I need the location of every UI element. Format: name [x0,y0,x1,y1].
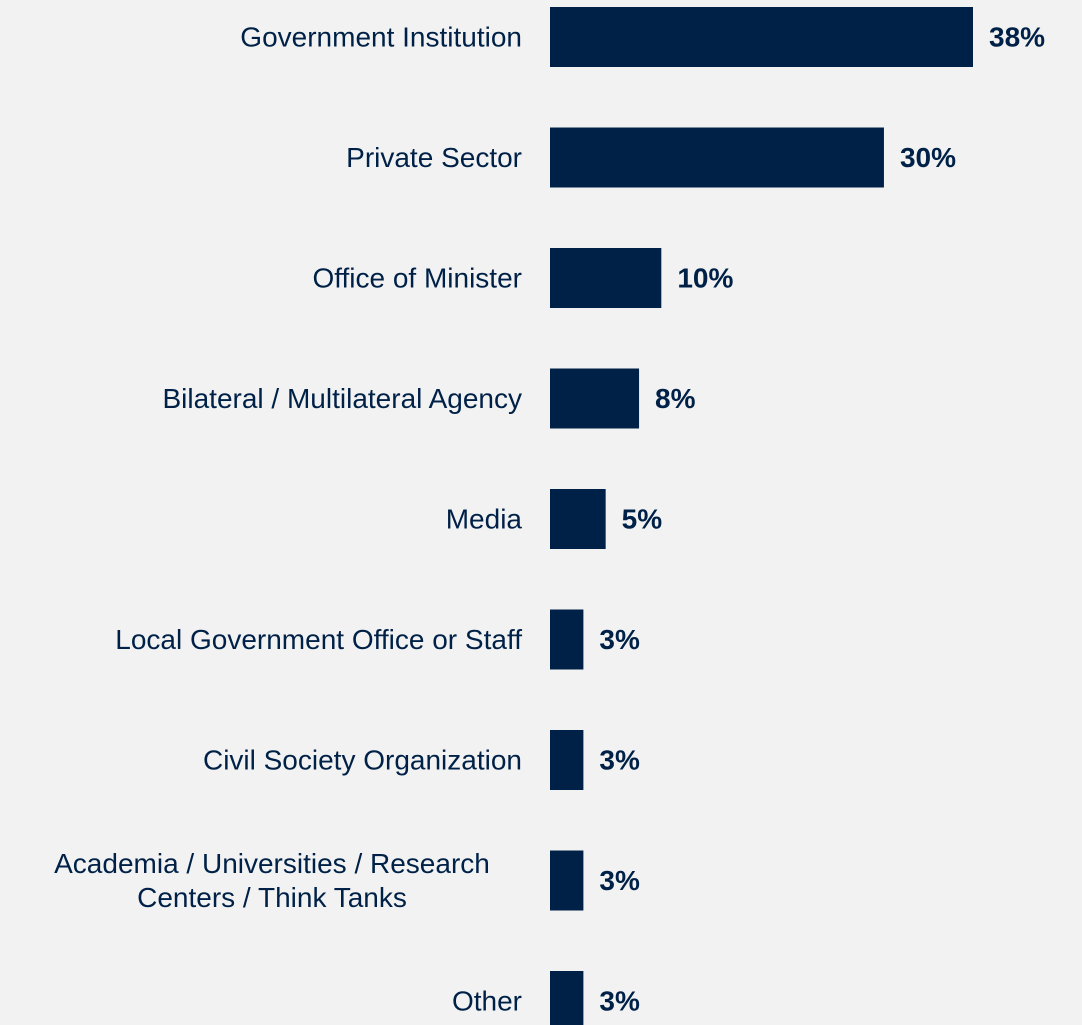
bar-value-label: 3% [599,865,640,896]
bar [550,489,606,549]
bar-value-label: 30% [900,142,956,173]
bar-value-label: 5% [622,504,663,535]
bar [550,730,584,790]
bar-value-label: 38% [989,22,1045,53]
bar [550,127,884,188]
category-label: Civil Society Organization [203,745,522,776]
bar-value-label: 8% [655,383,696,414]
category-label: Other [452,986,522,1017]
category-label: Private Sector [346,142,522,173]
bar [550,971,584,1025]
bar-value-label: 10% [677,263,733,294]
bar [550,7,973,67]
bar [550,850,584,911]
category-label: Local Government Office or Staff [115,624,522,655]
bar-value-label: 3% [599,624,640,655]
bar [550,248,662,308]
bar [550,609,584,670]
category-label: Bilateral / Multilateral Agency [162,383,522,414]
bar [550,368,640,429]
bar-value-label: 3% [599,745,640,776]
bar-value-label: 3% [599,986,640,1017]
category-label: Academia / Universities / Research Center… [54,848,490,913]
category-label: Office of Minister [312,263,522,294]
category-label: Media [446,504,523,535]
category-label: Government Institution [240,22,522,53]
